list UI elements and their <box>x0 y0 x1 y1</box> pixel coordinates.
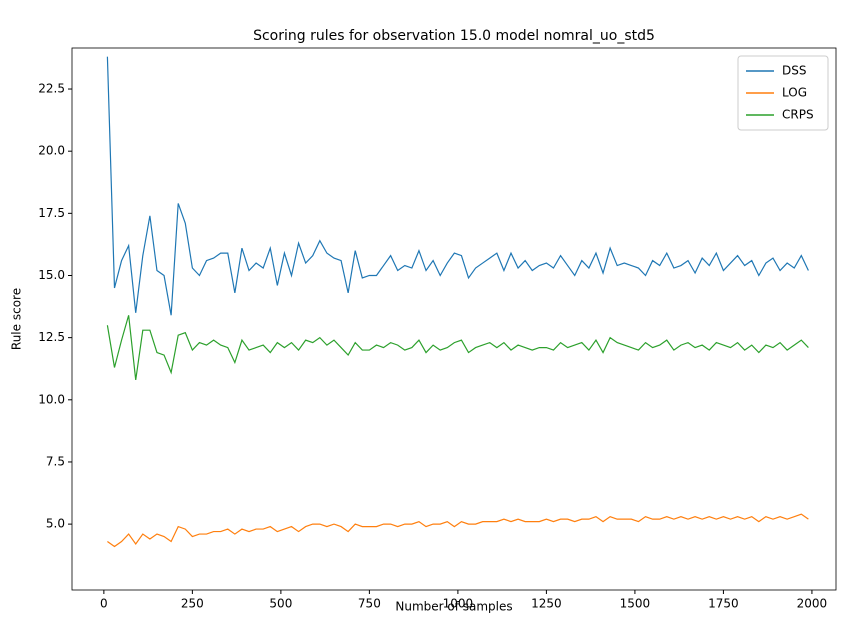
line-series <box>106 56 809 316</box>
y-tick-label: 5.0 <box>46 517 65 531</box>
line-series <box>106 315 809 380</box>
plot-frame <box>71 47 837 591</box>
legend-label: DSS <box>782 64 806 78</box>
x-tick-label: 2000 <box>797 597 828 611</box>
x-axis-label: Number of samples <box>395 600 512 614</box>
legend-label: LOG <box>782 86 807 100</box>
y-tick-label: 10.0 <box>38 392 65 406</box>
x-tick-label: 250 <box>181 597 204 611</box>
line-series <box>107 513 809 548</box>
x-tick-label: 1500 <box>620 597 651 611</box>
y-tick-label: 12.5 <box>38 330 65 344</box>
x-tick-label: 1750 <box>708 597 739 611</box>
chart-title: Scoring rules for observation 15.0 model… <box>253 28 655 44</box>
y-tick-label: 7.5 <box>46 454 65 468</box>
x-tick-label: 500 <box>269 597 292 611</box>
y-tick-label: 22.5 <box>38 82 65 96</box>
x-tick-label: 0 <box>100 597 108 611</box>
x-tick-label: 1000 <box>443 597 474 611</box>
legend-label: CRPS <box>782 108 814 122</box>
x-tick-label: 1250 <box>531 597 562 611</box>
legend-box <box>737 55 829 131</box>
y-axis-label: Rule score <box>10 288 24 350</box>
y-tick-label: 17.5 <box>38 206 65 220</box>
y-tick-label: 20.0 <box>38 144 65 158</box>
x-tick-label: 750 <box>358 597 381 611</box>
y-tick-label: 15.0 <box>38 268 65 282</box>
